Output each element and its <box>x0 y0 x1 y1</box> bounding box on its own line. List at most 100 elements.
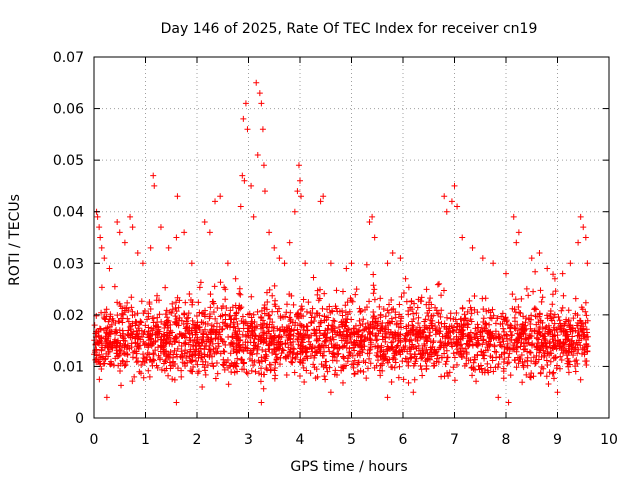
data-point <box>228 368 235 375</box>
data-point <box>103 394 110 401</box>
data-point <box>437 328 444 335</box>
data-point <box>547 344 554 351</box>
data-point <box>359 349 366 356</box>
data-point <box>484 347 491 354</box>
data-point <box>344 332 351 339</box>
data-point <box>354 361 361 368</box>
data-point <box>238 356 245 363</box>
data-point <box>513 337 520 344</box>
data-point <box>495 335 502 342</box>
data-point <box>109 315 116 322</box>
data-point <box>294 312 301 319</box>
data-point <box>235 334 242 341</box>
data-point <box>152 347 159 354</box>
data-point <box>196 327 203 334</box>
data-point <box>207 291 214 298</box>
data-point <box>107 331 114 338</box>
x-tick-label: 10 <box>600 432 618 448</box>
data-point <box>495 394 502 401</box>
data-point <box>313 326 320 333</box>
data-point <box>510 213 517 220</box>
data-point <box>450 364 457 371</box>
data-point <box>124 299 131 306</box>
data-point <box>558 357 565 364</box>
data-point <box>117 340 124 347</box>
data-point <box>397 331 404 338</box>
data-point <box>164 314 171 321</box>
data-point <box>259 329 266 336</box>
data-point <box>157 348 164 355</box>
data-point <box>236 328 243 335</box>
data-point <box>399 358 406 365</box>
data-point <box>309 305 316 312</box>
data-point <box>403 298 410 305</box>
data-point <box>409 326 416 333</box>
data-point <box>144 316 151 323</box>
data-point <box>583 326 590 333</box>
data-point <box>496 339 503 346</box>
data-point <box>318 317 325 324</box>
data-point <box>424 349 431 356</box>
data-point <box>239 331 246 338</box>
data-point <box>451 354 458 361</box>
data-point <box>434 352 441 359</box>
data-point <box>201 311 208 318</box>
data-point <box>271 282 278 289</box>
data-point <box>537 287 544 294</box>
data-point <box>259 126 266 133</box>
data-point <box>315 297 322 304</box>
data-point <box>384 394 391 401</box>
data-point <box>329 329 336 336</box>
data-point <box>348 297 355 304</box>
data-point <box>194 361 201 368</box>
data-point <box>542 337 549 344</box>
data-point <box>159 344 166 351</box>
data-point <box>482 320 489 327</box>
data-point <box>441 193 448 200</box>
data-point <box>356 305 363 312</box>
data-point <box>178 348 185 355</box>
data-point <box>410 389 417 396</box>
data-point <box>276 305 283 312</box>
data-point <box>485 369 492 376</box>
data-point <box>221 359 228 366</box>
data-point <box>222 316 229 323</box>
data-point <box>581 346 588 353</box>
data-point <box>477 329 484 336</box>
data-point <box>158 318 165 325</box>
data-point <box>138 362 145 369</box>
data-point <box>469 244 476 251</box>
data-point <box>454 320 461 327</box>
data-point <box>282 313 289 320</box>
data-point <box>107 311 114 318</box>
data-point <box>214 305 221 312</box>
data-point <box>560 292 567 299</box>
data-point <box>320 193 327 200</box>
data-point <box>283 301 290 308</box>
data-point <box>369 213 376 220</box>
data-point <box>251 345 258 352</box>
data-point <box>273 346 280 353</box>
data-point <box>584 260 591 267</box>
data-point <box>533 352 540 359</box>
data-point <box>339 364 346 371</box>
data-point <box>165 372 172 379</box>
data-point <box>509 291 516 298</box>
data-point <box>230 346 237 353</box>
data-point <box>198 350 205 357</box>
data-point <box>464 341 471 348</box>
data-point <box>127 326 134 333</box>
data-point <box>251 339 258 346</box>
data-point <box>579 327 586 334</box>
data-point <box>181 310 188 317</box>
data-point <box>356 317 363 324</box>
data-point <box>267 361 274 368</box>
data-point <box>174 193 181 200</box>
data-point <box>294 188 301 195</box>
data-point <box>168 310 175 317</box>
data-point <box>314 373 321 380</box>
data-point <box>515 304 522 311</box>
data-point <box>350 329 357 336</box>
data-point <box>153 362 160 369</box>
data-point <box>518 351 525 358</box>
